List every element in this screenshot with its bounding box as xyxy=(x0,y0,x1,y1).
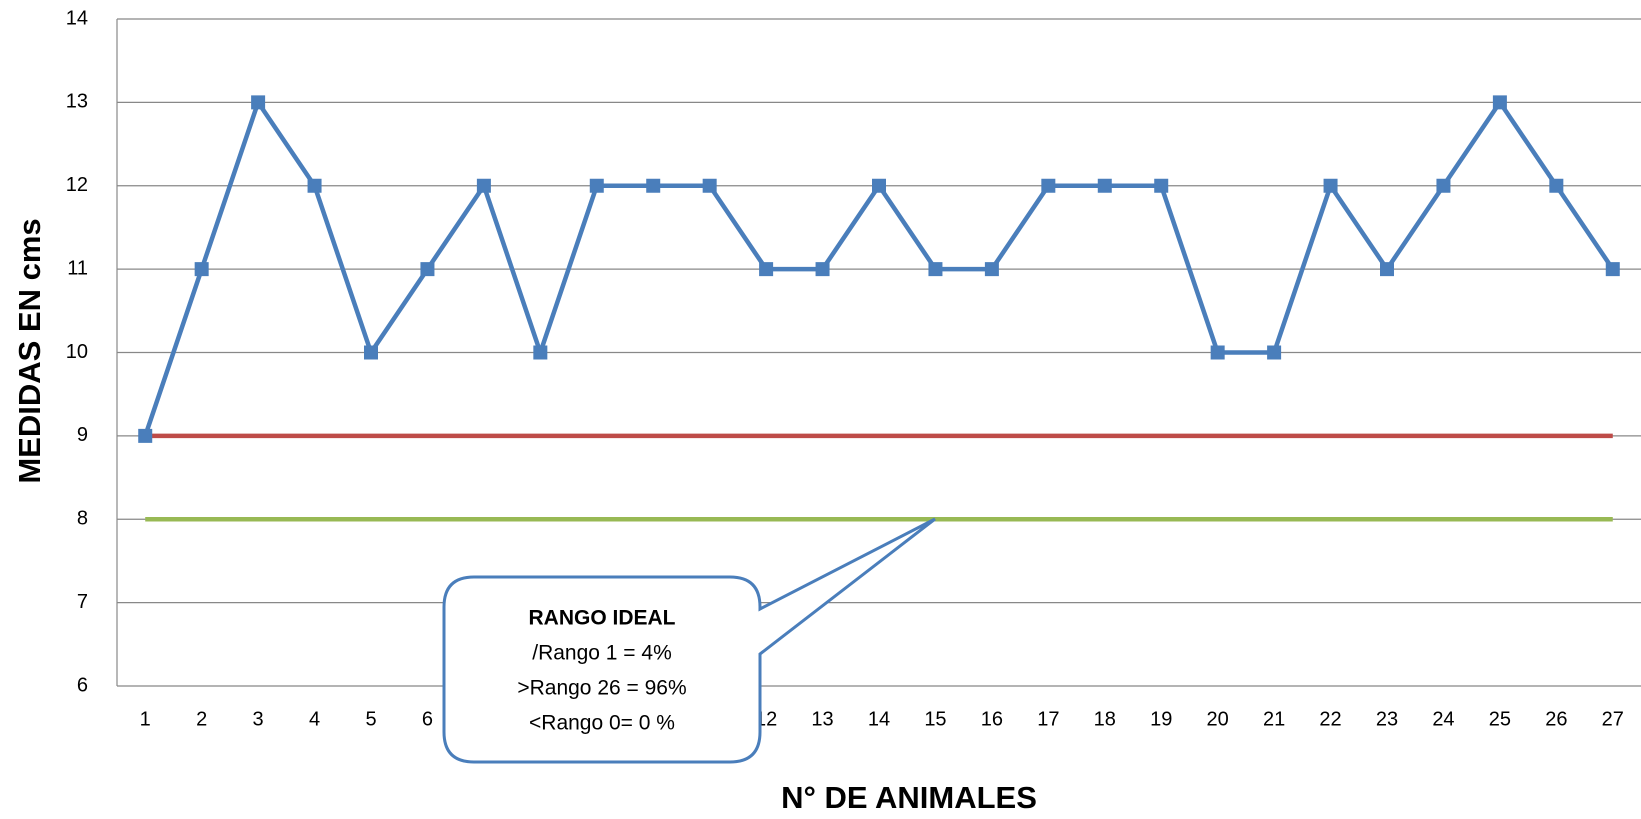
x-tick-label: 4 xyxy=(309,708,320,730)
data-point xyxy=(1097,178,1112,193)
y-tick-label: 6 xyxy=(77,674,88,696)
x-tick-label: 20 xyxy=(1207,708,1229,730)
data-point xyxy=(194,262,209,277)
data-point xyxy=(1492,95,1507,110)
x-tick-label: 22 xyxy=(1319,708,1341,730)
data-point xyxy=(759,262,774,277)
y-tick-label: 12 xyxy=(66,174,88,196)
y-tick-label: 7 xyxy=(77,591,88,613)
data-point xyxy=(984,262,999,277)
x-tick-label: 26 xyxy=(1545,708,1567,730)
x-tick-label: 3 xyxy=(253,708,264,730)
y-tick-label: 11 xyxy=(67,257,88,279)
x-tick-label: 25 xyxy=(1489,708,1511,730)
data-point xyxy=(533,345,548,360)
callout-text: /Rango 1 = 4% xyxy=(532,642,672,665)
data-point xyxy=(1210,345,1225,360)
data-point xyxy=(589,178,604,193)
data-point xyxy=(364,345,378,360)
x-tick-label: 14 xyxy=(868,708,890,730)
data-point xyxy=(1549,178,1564,193)
plot-area: 6789101112131412345678910111213141516171… xyxy=(66,7,1641,730)
x-tick-label: 23 xyxy=(1376,708,1398,730)
x-tick-label: 19 xyxy=(1150,708,1172,730)
x-tick-label: 6 xyxy=(422,708,433,730)
x-tick-label: 17 xyxy=(1037,708,1059,730)
data-point xyxy=(307,178,322,193)
x-tick-label: 16 xyxy=(981,708,1003,730)
callout-text: >Rango 26 = 96% xyxy=(517,677,686,700)
y-tick-label: 8 xyxy=(77,508,88,530)
data-point xyxy=(1380,262,1394,277)
y-axis-title: MEDIDAS EN cms xyxy=(12,218,47,483)
data-point xyxy=(1154,178,1169,193)
data-point xyxy=(1323,178,1338,193)
x-tick-label: 21 xyxy=(1263,708,1285,730)
x-tick-label: 18 xyxy=(1094,708,1116,730)
callout-text: <Rango 0= 0 % xyxy=(529,712,675,735)
data-point xyxy=(646,178,661,193)
x-tick-label: 13 xyxy=(811,708,833,730)
x-tick-label: 5 xyxy=(365,708,376,730)
data-point xyxy=(928,262,943,277)
data-point xyxy=(1605,262,1620,277)
x-tick-label: 1 xyxy=(140,708,151,730)
data-point xyxy=(251,95,266,110)
y-tick-label: 13 xyxy=(66,91,88,113)
x-tick-label: 24 xyxy=(1432,708,1454,730)
data-point xyxy=(1267,345,1282,360)
y-tick-label: 14 xyxy=(66,7,88,29)
x-tick-label: 27 xyxy=(1602,708,1624,730)
data-point xyxy=(702,178,717,193)
data-point xyxy=(1436,178,1451,193)
data-point xyxy=(138,428,153,443)
y-tick-label: 9 xyxy=(77,424,88,446)
data-point xyxy=(476,178,491,193)
x-axis-title: N° DE ANIMALES xyxy=(781,780,1037,815)
data-point xyxy=(872,178,886,193)
data-point xyxy=(1041,178,1056,193)
data-point xyxy=(420,262,435,277)
x-tick-label: 15 xyxy=(924,708,946,730)
callout-text: RANGO IDEAL xyxy=(529,607,676,630)
x-tick-label: 2 xyxy=(196,708,207,730)
data-point xyxy=(815,262,830,277)
y-tick-label: 10 xyxy=(66,341,88,363)
callout-box xyxy=(442,517,936,764)
callout: RANGO IDEAL /Rango 1 = 4% >Rango 26 = 96… xyxy=(442,517,936,764)
